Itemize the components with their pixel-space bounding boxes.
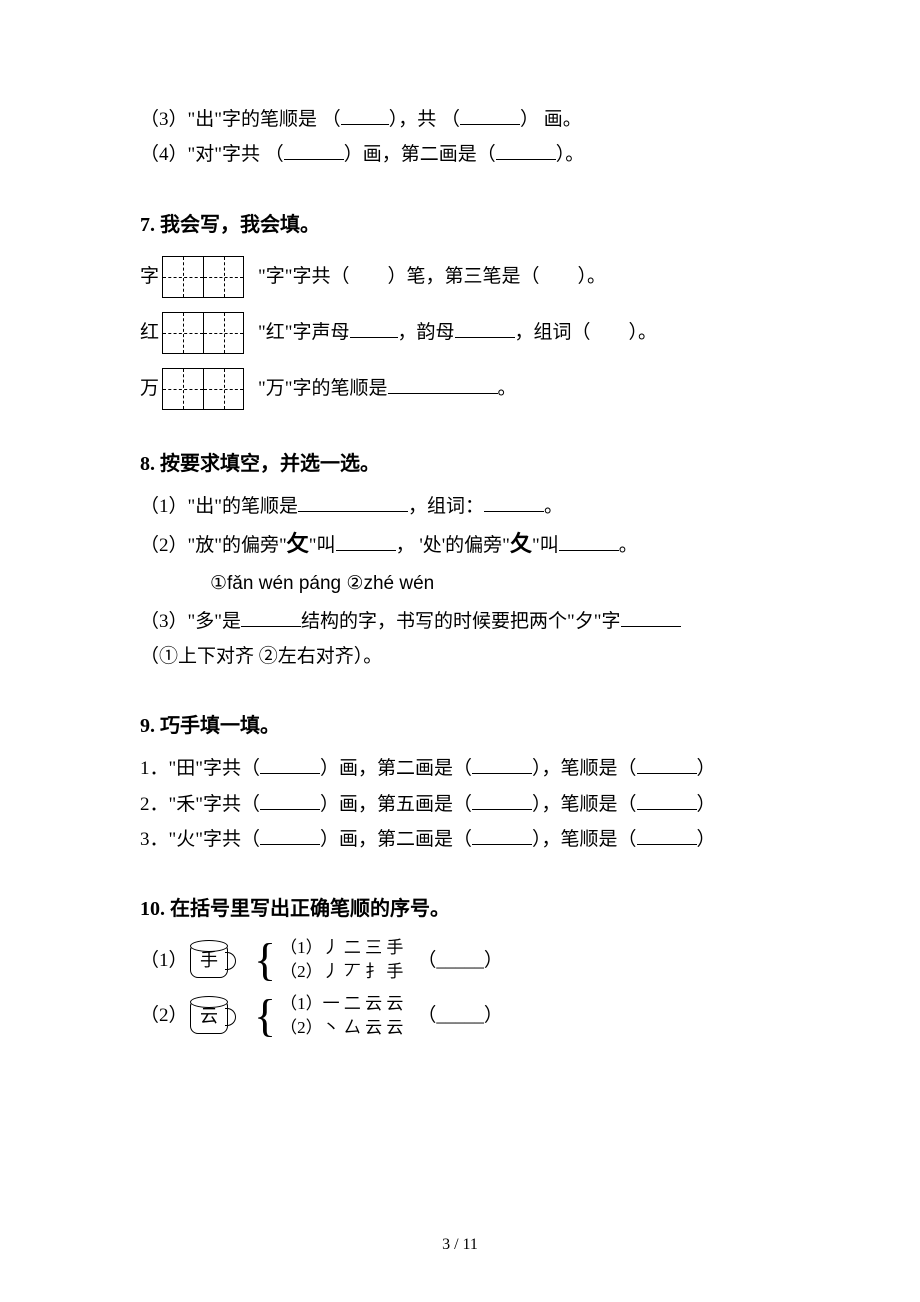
s9-line3: 3．"火"字共（）画，第二画是（），笔顺是（） xyxy=(140,824,790,855)
char-label: 字 xyxy=(140,261,162,292)
text: （4）"对"字共 （ xyxy=(140,144,284,165)
blank[interactable] xyxy=(621,609,681,627)
blank[interactable] xyxy=(388,376,498,394)
blank[interactable] xyxy=(484,494,544,512)
blank[interactable] xyxy=(455,320,515,338)
blank[interactable] xyxy=(496,142,556,160)
s7-row-2: 红 "红"字声母，韵母，组词（ ）。 xyxy=(140,312,790,354)
s10-row2: （2） 云 { （1）一 二 云 云 （2）丶 厶 云 云 （_____） xyxy=(140,992,790,1040)
label: （2） xyxy=(140,1000,188,1031)
tianzi-grid[interactable] xyxy=(162,368,244,410)
char-label: 红 xyxy=(140,317,162,348)
text: ），共 （ xyxy=(389,109,460,130)
option: （1）一 二 云 云 xyxy=(280,992,403,1016)
radical-icon: 夂 xyxy=(510,531,532,556)
s8-pinyin: ①fǎn wén páng ②zhé wén xyxy=(210,568,790,599)
tianzi-grid[interactable] xyxy=(162,312,244,354)
radical-icon: 攵 xyxy=(287,531,309,556)
blank[interactable] xyxy=(472,756,532,774)
s8-line2: （2）"放"的偏旁"攵"叫， '处'的偏旁"夂"叫。 xyxy=(140,526,790,562)
q6-line3: （3）"出"字的笔顺是 （ ），共 （ ） 画。 xyxy=(140,104,790,135)
section-9-heading: 9. 巧手填一填。 xyxy=(140,710,790,743)
blank[interactable] xyxy=(260,827,320,845)
blank[interactable] xyxy=(460,107,520,125)
text: ） 画。 xyxy=(520,109,582,130)
text: "红"字声母，韵母，组词（ ）。 xyxy=(258,317,657,348)
brace-group: { （1）一 二 云 云 （2）丶 厶 云 云 （_____） xyxy=(254,992,503,1040)
text: "字"字共（ ）笔，第三笔是（ ）。 xyxy=(258,261,606,292)
s10-row1: （1） 手 { （1）丿 二 三 手 （2）丿 丆 扌 手 （_____） xyxy=(140,936,790,984)
cup-icon: 云 xyxy=(188,996,236,1036)
answer-blank[interactable]: （_____） xyxy=(417,945,503,976)
text: ）。 xyxy=(556,144,585,165)
s8-line3: （3）"多"是结构的字，书写的时候要把两个"夕"字 xyxy=(140,606,790,637)
blank[interactable] xyxy=(341,107,389,125)
text: "万"字的笔顺是。 xyxy=(258,373,517,404)
s9-line1: 1．"田"字共（）画，第二画是（），笔顺是（） xyxy=(140,753,790,784)
brace-group: { （1）丿 二 三 手 （2）丿 丆 扌 手 （_____） xyxy=(254,936,503,984)
blank[interactable] xyxy=(350,320,398,338)
blank[interactable] xyxy=(637,792,697,810)
blank[interactable] xyxy=(241,609,301,627)
blank[interactable] xyxy=(298,494,408,512)
char-label: 万 xyxy=(140,373,162,404)
s7-row-1: 字 "字"字共（ ）笔，第三笔是（ ）。 xyxy=(140,256,790,298)
blank[interactable] xyxy=(472,792,532,810)
option: （2）丶 厶 云 云 xyxy=(280,1016,403,1040)
blank[interactable] xyxy=(472,827,532,845)
s9-line2: 2．"禾"字共（）画，第五画是（），笔顺是（） xyxy=(140,789,790,820)
page-number: 3 / 11 xyxy=(0,1232,920,1258)
label: （1） xyxy=(140,945,188,976)
section-7-heading: 7. 我会写，我会填。 xyxy=(140,209,790,242)
answer-blank[interactable]: （_____） xyxy=(417,1000,503,1031)
blank[interactable] xyxy=(260,792,320,810)
section-8-heading: 8. 按要求填空，并选一选。 xyxy=(140,448,790,481)
text: （3）"出"字的笔顺是 （ xyxy=(140,109,341,130)
s8-line1: （1）"出"的笔顺是，组词：。 xyxy=(140,491,790,522)
section-10-heading: 10. 在括号里写出正确笔顺的序号。 xyxy=(140,893,790,926)
option: （2）丿 丆 扌 手 xyxy=(280,960,403,984)
option: （1）丿 二 三 手 xyxy=(280,936,403,960)
blank[interactable] xyxy=(637,756,697,774)
blank[interactable] xyxy=(336,533,396,551)
s7-row-3: 万 "万"字的笔顺是。 xyxy=(140,368,790,410)
tianzi-grid[interactable] xyxy=(162,256,244,298)
s8-line4: （①上下对齐 ②左右对齐）。 xyxy=(140,641,790,672)
q6-line4: （4）"对"字共 （ ）画，第二画是（ ）。 xyxy=(140,139,790,170)
cup-icon: 手 xyxy=(188,940,236,980)
text: ）画，第二画是（ xyxy=(344,144,496,165)
blank[interactable] xyxy=(260,756,320,774)
brace-icon: { xyxy=(254,993,276,1039)
brace-icon: { xyxy=(254,937,276,983)
blank[interactable] xyxy=(559,533,619,551)
blank[interactable] xyxy=(637,827,697,845)
blank[interactable] xyxy=(284,142,344,160)
